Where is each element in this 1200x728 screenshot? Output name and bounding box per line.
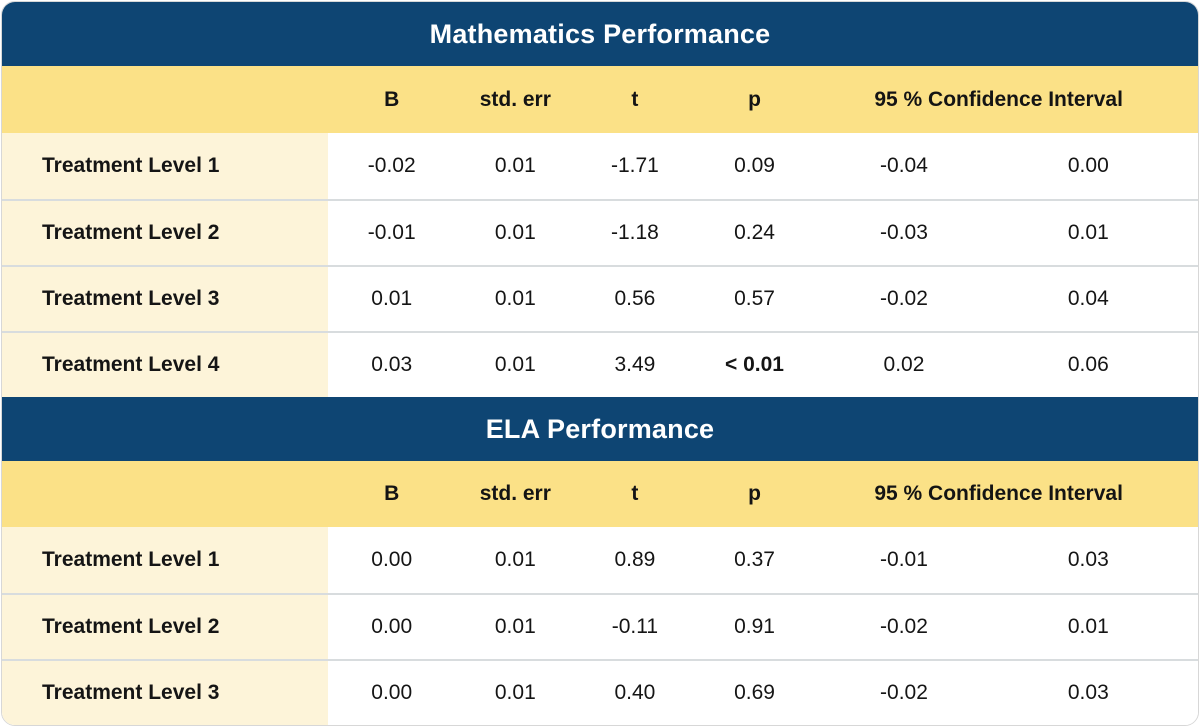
cell-p: 0.57 [734,287,775,310]
column-header-confidence-interval: 95 % Confidence Interval [874,87,1123,111]
cell-t: -1.18 [610,221,659,244]
cell-t: -0.11 [611,615,659,638]
column-header-p: p [748,482,761,505]
cell-b: -0.01 [367,221,416,244]
cell-b: 0.01 [371,287,413,310]
row-label: Treatment Level 1 [2,133,328,199]
table-row: Treatment Level 4 0.03 0.01 3.49 < 0.01 … [2,331,1198,397]
cell-std-err: 0.01 [494,154,536,177]
table-row: Treatment Level 2 -0.01 0.01 -1.18 0.24 … [2,199,1198,265]
cell-t: 3.49 [614,353,656,376]
cell-b: -0.02 [367,154,416,177]
cell-ci-high: 0.01 [1067,615,1109,638]
table-row: Treatment Level 1 -0.02 0.01 -1.71 0.09 … [2,133,1198,199]
cell-std-err: 0.01 [494,615,536,638]
column-header-confidence-interval: 95 % Confidence Interval [874,482,1123,505]
cell-t: 0.56 [614,287,656,310]
column-header-row: B std. err t p 95 % Confidence Interval [2,461,1198,527]
column-header-row: B std. err t p 95 % Confidence Interval [2,66,1198,133]
ela-performance-section: ELA Performance B std. err t p 95 % Conf… [2,397,1198,725]
cell-p: 0.24 [734,221,775,244]
table-row: Treatment Level 2 0.00 0.01 -0.11 0.91 -… [2,593,1198,659]
column-header-t: t [631,87,639,111]
cell-std-err: 0.01 [494,681,536,704]
cell-t: -1.71 [610,154,659,177]
cell-t: 0.89 [614,548,656,571]
column-header-b: B [384,87,400,111]
cell-std-err: 0.01 [494,287,536,310]
cell-ci-low: -0.04 [880,154,928,177]
cell-t: 0.40 [614,681,656,704]
cell-p: 0.91 [734,615,775,638]
column-header-std-err: std. err [479,87,551,111]
column-header-p: p [748,87,761,111]
row-label: Treatment Level 3 [2,267,328,331]
section-title-mathematics: Mathematics Performance [2,2,1198,66]
column-header-b: B [384,482,400,505]
column-header-std-err: std. err [479,482,551,505]
section-title-ela: ELA Performance [2,397,1198,461]
cell-std-err: 0.01 [494,221,536,244]
column-header-t: t [631,482,639,505]
cell-ci-low: 0.02 [883,353,925,376]
row-label: Treatment Level 2 [2,595,328,659]
cell-ci-low: -0.02 [880,681,928,704]
cell-ci-low: -0.02 [880,615,928,638]
cell-ci-high: 0.00 [1067,154,1109,177]
cell-ci-high: 0.01 [1067,221,1109,244]
cell-b: 0.03 [371,353,413,376]
cell-ci-low: -0.01 [880,548,928,571]
row-label: Treatment Level 1 [2,527,328,593]
section-title-text: Mathematics Performance [429,18,771,49]
cell-p: 0.37 [734,548,775,571]
cell-ci-high: 0.06 [1067,353,1109,376]
cell-ci-low: -0.02 [880,287,928,310]
cell-b: 0.00 [371,681,413,704]
cell-ci-high: 0.03 [1067,548,1109,571]
cell-ci-low: -0.03 [880,221,928,244]
cell-b: 0.00 [371,615,413,638]
cell-std-err: 0.01 [494,353,536,376]
cell-p: 0.09 [734,154,775,177]
table-row: Treatment Level 3 0.00 0.01 0.40 0.69 -0… [2,659,1198,725]
table-row: Treatment Level 3 0.01 0.01 0.56 0.57 -0… [2,265,1198,331]
cell-ci-high: 0.04 [1067,287,1109,310]
row-label: Treatment Level 2 [2,201,328,265]
cell-b: 0.00 [371,548,413,571]
table-row: Treatment Level 1 0.00 0.01 0.89 0.37 -0… [2,527,1198,593]
cell-p: < 0.01 [725,353,784,376]
cell-ci-high: 0.03 [1067,681,1109,704]
section-title-text: ELA Performance [485,413,715,444]
cell-p: 0.69 [734,681,775,704]
row-label: Treatment Level 3 [2,661,328,725]
row-label: Treatment Level 4 [2,333,328,397]
cell-std-err: 0.01 [494,548,536,571]
mathematics-performance-section: Mathematics Performance B std. err t p 9… [2,2,1198,397]
